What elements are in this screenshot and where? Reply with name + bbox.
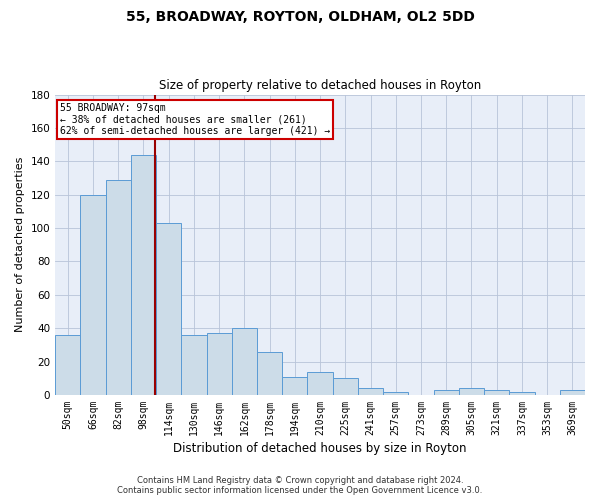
Bar [80, 194, 106, 395]
Bar [459, 388, 484, 395]
Bar [257, 352, 282, 395]
Bar [434, 390, 459, 395]
Bar [509, 392, 535, 395]
Text: Contains HM Land Registry data © Crown copyright and database right 2024.
Contai: Contains HM Land Registry data © Crown c… [118, 476, 482, 495]
Bar [131, 154, 156, 395]
Bar [383, 392, 409, 395]
Text: 55 BROADWAY: 97sqm
← 38% of detached houses are smaller (261)
62% of semi-detach: 55 BROADWAY: 97sqm ← 38% of detached hou… [60, 103, 331, 136]
Bar [156, 223, 181, 395]
Bar [358, 388, 383, 395]
Y-axis label: Number of detached properties: Number of detached properties [15, 157, 25, 332]
Bar [55, 335, 80, 395]
Bar [484, 390, 509, 395]
Text: 55, BROADWAY, ROYTON, OLDHAM, OL2 5DD: 55, BROADWAY, ROYTON, OLDHAM, OL2 5DD [125, 10, 475, 24]
Bar [206, 333, 232, 395]
Bar [307, 372, 332, 395]
Bar [560, 390, 585, 395]
Bar [232, 328, 257, 395]
Bar [332, 378, 358, 395]
Bar [282, 376, 307, 395]
Bar [181, 335, 206, 395]
Bar [106, 180, 131, 395]
X-axis label: Distribution of detached houses by size in Royton: Distribution of detached houses by size … [173, 442, 467, 455]
Title: Size of property relative to detached houses in Royton: Size of property relative to detached ho… [159, 79, 481, 92]
